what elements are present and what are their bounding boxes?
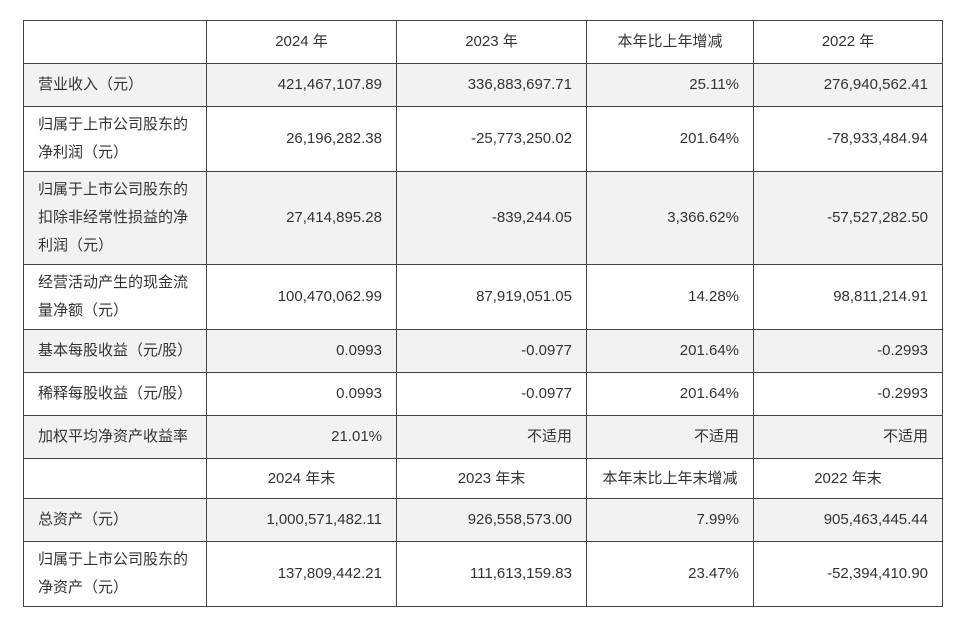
table-row-net-profit-excl-nonrecurring: 归属于上市公司股东的扣除非经常性损益的净利润（元） 27,414,895.28 …: [23, 171, 943, 265]
cell-value-2024: 137,809,442.21: [206, 541, 397, 607]
row-label: 经营活动产生的现金流量净额（元）: [23, 264, 207, 330]
header-cell-2024: 2024 年: [206, 20, 397, 64]
row-label: 归属于上市公司股东的净资产（元）: [23, 541, 207, 607]
cell-value-change: 3,366.62%: [586, 171, 754, 265]
table-row-diluted-eps: 稀释每股收益（元/股） 0.0993 -0.0977 201.64% -0.29…: [23, 372, 943, 416]
table-row-weighted-avg-roe: 加权平均净资产收益率 21.01% 不适用 不适用 不适用: [23, 415, 943, 459]
row-label: 归属于上市公司股东的扣除非经常性损益的净利润（元）: [23, 171, 207, 265]
cell-value-2023: -839,244.05: [396, 171, 587, 265]
cell-value-2023: 336,883,697.71: [396, 63, 587, 107]
table-header-row-year-end: 2024 年末 2023 年末 本年末比上年末增减 2022 年末: [23, 458, 943, 499]
cell-value-2024: 100,470,062.99: [206, 264, 397, 330]
row-label: 基本每股收益（元/股）: [23, 329, 207, 373]
cell-value-change: 14.28%: [586, 264, 754, 330]
table-row-net-profit: 归属于上市公司股东的净利润（元） 26,196,282.38 -25,773,2…: [23, 106, 943, 172]
cell-value-2022: 905,463,445.44: [753, 498, 943, 542]
cell-value-2022: -52,394,410.90: [753, 541, 943, 607]
cell-value-2024: 0.0993: [206, 329, 397, 373]
cell-value-2022: 276,940,562.41: [753, 63, 943, 107]
cell-value-change: 25.11%: [586, 63, 754, 107]
cell-value-2023: 926,558,573.00: [396, 498, 587, 542]
table-row-operating-revenue: 营业收入（元） 421,467,107.89 336,883,697.71 25…: [23, 63, 943, 107]
cell-value-2022: 不适用: [753, 415, 943, 459]
header-cell-2022: 2022 年: [753, 20, 943, 64]
cell-value-change: 不适用: [586, 415, 754, 459]
cell-value-2024: 1,000,571,482.11: [206, 498, 397, 542]
header-cell-empty: [23, 20, 207, 64]
row-label: 营业收入（元）: [23, 63, 207, 107]
header-cell-empty: [23, 458, 207, 499]
cell-value-2022: -57,527,282.50: [753, 171, 943, 265]
cell-value-2022: -78,933,484.94: [753, 106, 943, 172]
cell-value-2024: 26,196,282.38: [206, 106, 397, 172]
table-header-row-annual: 2024 年 2023 年 本年比上年增减 2022 年: [23, 20, 943, 64]
cell-value-2022: 98,811,214.91: [753, 264, 943, 330]
cell-value-2024: 21.01%: [206, 415, 397, 459]
table-row-basic-eps: 基本每股收益（元/股） 0.0993 -0.0977 201.64% -0.29…: [23, 329, 943, 373]
row-label: 稀释每股收益（元/股）: [23, 372, 207, 416]
table-row-net-assets: 归属于上市公司股东的净资产（元） 137,809,442.21 111,613,…: [23, 541, 943, 607]
header-cell-2022-end: 2022 年末: [753, 458, 943, 499]
header-cell-2023: 2023 年: [396, 20, 587, 64]
row-label: 归属于上市公司股东的净利润（元）: [23, 106, 207, 172]
header-cell-yoy-change: 本年比上年增减: [586, 20, 754, 64]
cell-value-2024: 421,467,107.89: [206, 63, 397, 107]
header-cell-year-end-change: 本年末比上年末增减: [586, 458, 754, 499]
cell-value-2024: 27,414,895.28: [206, 171, 397, 265]
cell-value-2023: -0.0977: [396, 329, 587, 373]
cell-value-2023: -25,773,250.02: [396, 106, 587, 172]
cell-value-2022: -0.2993: [753, 329, 943, 373]
cell-value-2023: 111,613,159.83: [396, 541, 587, 607]
financial-indicators-table: 2024 年 2023 年 本年比上年增减 2022 年 营业收入（元） 421…: [23, 20, 943, 607]
table-row-total-assets: 总资产（元） 1,000,571,482.11 926,558,573.00 7…: [23, 498, 943, 542]
cell-value-2023: 87,919,051.05: [396, 264, 587, 330]
cell-value-change: 7.99%: [586, 498, 754, 542]
cell-value-2024: 0.0993: [206, 372, 397, 416]
header-cell-2023-end: 2023 年末: [396, 458, 587, 499]
cell-value-change: 23.47%: [586, 541, 754, 607]
table-row-operating-cash-flow: 经营活动产生的现金流量净额（元） 100,470,062.99 87,919,0…: [23, 264, 943, 330]
cell-value-change: 201.64%: [586, 372, 754, 416]
row-label: 总资产（元）: [23, 498, 207, 542]
row-label: 加权平均净资产收益率: [23, 415, 207, 459]
header-cell-2024-end: 2024 年末: [206, 458, 397, 499]
cell-value-2023: 不适用: [396, 415, 587, 459]
cell-value-2022: -0.2993: [753, 372, 943, 416]
cell-value-change: 201.64%: [586, 329, 754, 373]
cell-value-2023: -0.0977: [396, 372, 587, 416]
cell-value-change: 201.64%: [586, 106, 754, 172]
